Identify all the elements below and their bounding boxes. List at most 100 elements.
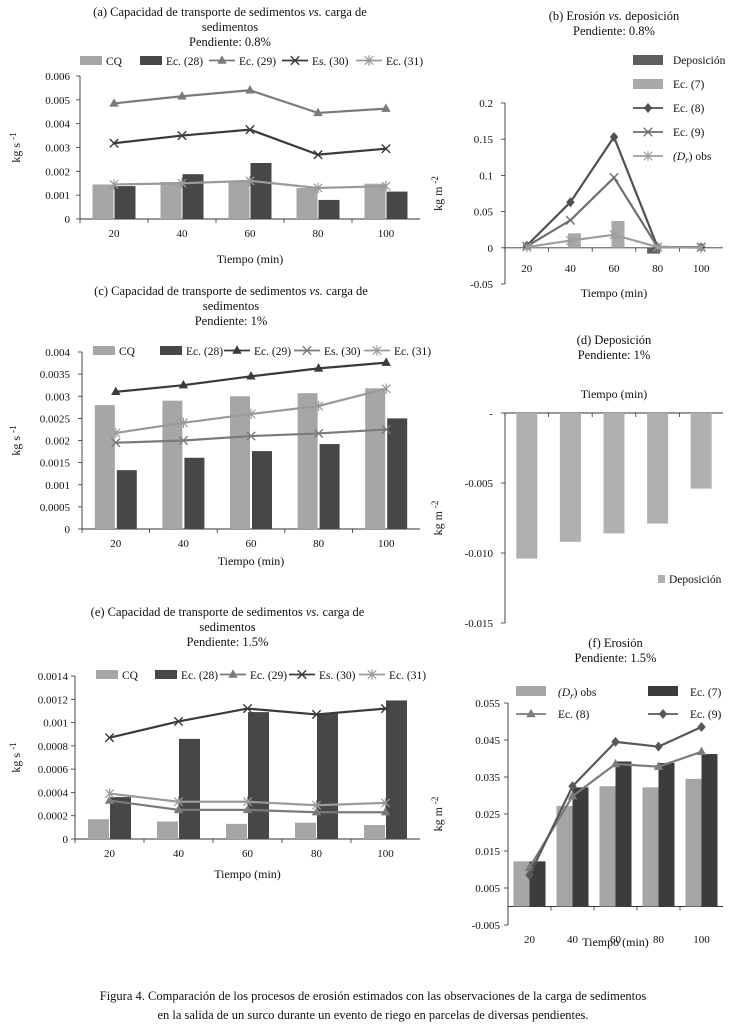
chart-c: (c) Capacidad de transporte de sedimento…	[8, 284, 431, 568]
legend-label: Ec. (31)	[389, 670, 426, 682]
legend-swatch	[140, 56, 162, 65]
bar-cq	[365, 388, 386, 529]
legend-label: Ec. (9)	[673, 127, 704, 139]
point-ec-31-	[178, 417, 189, 428]
legend-label: Ec. (31)	[386, 56, 423, 68]
x-tick-label: 60	[242, 848, 254, 860]
chart-f-title-line: Pendiente: 1.5%	[575, 651, 657, 665]
legend-marker	[297, 669, 307, 680]
y-tick-label: 0.001	[45, 480, 70, 492]
legend-marker	[232, 345, 242, 354]
bar--dr-obs	[599, 786, 616, 907]
point-ec-29-	[245, 85, 255, 94]
legend-label: Ec. (7)	[673, 79, 704, 91]
point-ec-29-	[111, 386, 121, 396]
point-es-30-	[311, 709, 322, 720]
bar-ec-28-	[387, 418, 408, 529]
point-ec-8-	[653, 761, 664, 770]
chart-a-title-line: Pendiente: 0.8%	[189, 35, 271, 49]
y-tick-label: 0	[488, 243, 494, 255]
x-tick-label: 100	[378, 538, 395, 550]
legend-label: Ec. (8)	[558, 709, 589, 721]
bar-ec-28-	[317, 713, 338, 839]
point-ec-9-	[654, 741, 663, 752]
bar-ec-28-	[114, 186, 136, 219]
bar-cq	[226, 823, 247, 839]
y-tick-label: 0.045	[475, 735, 500, 747]
bar-ec-28-	[250, 162, 272, 219]
y-tick-label: 0.0012	[38, 694, 68, 706]
point-ec-31-	[177, 178, 187, 189]
bar-cq	[295, 822, 316, 839]
point-ec-9-	[525, 870, 534, 881]
legend-label: (Dr) obs	[558, 687, 597, 701]
point-es-30-	[381, 424, 391, 435]
point-ec-8-	[609, 132, 619, 143]
y-tick-label: 0	[65, 214, 71, 226]
y-tick-label: -0.05	[470, 279, 493, 291]
point-ec-29-	[381, 357, 391, 366]
point-ec-8-	[610, 758, 621, 768]
point-es-30-	[104, 733, 115, 743]
point--dr-obs	[565, 235, 576, 246]
y-tick-label: -0.005	[472, 920, 501, 932]
y-tick-label: 0.0005	[40, 502, 71, 514]
y-tick-label: 0.025	[475, 809, 500, 821]
legend-label: Ec. (9)	[690, 709, 721, 721]
x-tick-label: 20	[524, 934, 536, 946]
point-es-30-	[178, 435, 189, 446]
y-tick-label: 0.15	[474, 134, 494, 146]
legend-marker	[643, 150, 653, 162]
point-ec-31-	[173, 796, 184, 807]
point-es-30-	[245, 124, 255, 135]
chart-e: (e) Capacidad de transporte de sedimento…	[8, 605, 426, 881]
y-tick-label: 0.055	[475, 698, 500, 710]
y-tick-label: 0.006	[45, 71, 70, 83]
y-tick-label: 0.005	[45, 95, 70, 107]
bar-ec-28-	[184, 457, 205, 529]
point-es-30-	[381, 143, 391, 154]
x-tick-label: 60	[609, 263, 621, 275]
bar-cq	[228, 180, 250, 219]
point-ec-31-	[104, 788, 115, 799]
legend-label: Ec. (29)	[250, 670, 287, 682]
y-tick-label: 0.0035	[40, 369, 71, 381]
legend-label: CQ	[122, 670, 139, 682]
series-line-es-30-	[109, 707, 386, 739]
legend-marker	[302, 345, 312, 356]
chart-e-title-line: (e) Capacidad de transporte de sedimento…	[91, 605, 365, 619]
legend-marker	[228, 669, 238, 678]
chart-c-title-line: Pendiente: 1%	[195, 314, 268, 328]
point-ec-9-	[609, 172, 619, 183]
point--dr-obs	[609, 229, 619, 240]
y-tick-label: 0.0014	[38, 671, 69, 683]
x-tick-label: 20	[104, 848, 116, 860]
chart-a-title-line: sedimentos	[202, 20, 258, 34]
legend-label: CQ	[119, 346, 136, 358]
x-tick-label: 100	[377, 848, 394, 860]
x-axis-label: Tiempo (min)	[581, 387, 648, 401]
x-tick-label: 80	[313, 228, 325, 240]
chart-b-title-line: Pendiente: 0.8%	[573, 24, 655, 38]
charts-layer: (a) Capacidad de transporte de sedimento…	[8, 5, 726, 949]
x-axis-label: Tiempo (min)	[218, 554, 285, 568]
y-tick-label: -0.015	[465, 618, 494, 630]
point-ec-31-	[111, 427, 121, 439]
x-tick-label: 40	[173, 848, 185, 860]
x-tick-label: 40	[565, 263, 577, 275]
legend-label: Es. (30)	[319, 670, 356, 682]
point-ec-29-	[313, 363, 324, 372]
bar-ec-28-	[182, 174, 204, 219]
bar-ec-28-	[179, 738, 200, 839]
point-ec-9-	[697, 722, 706, 733]
legend-marker	[364, 55, 374, 66]
bar-ec-7-	[611, 221, 625, 248]
bar-cq	[92, 184, 114, 219]
legend-swatch	[160, 346, 182, 355]
x-tick-label: 60	[246, 538, 258, 550]
bar-ec-28-	[110, 797, 131, 839]
legend-swatch	[80, 56, 102, 65]
legend-marker	[217, 55, 227, 64]
point-ec-31-	[381, 383, 391, 394]
